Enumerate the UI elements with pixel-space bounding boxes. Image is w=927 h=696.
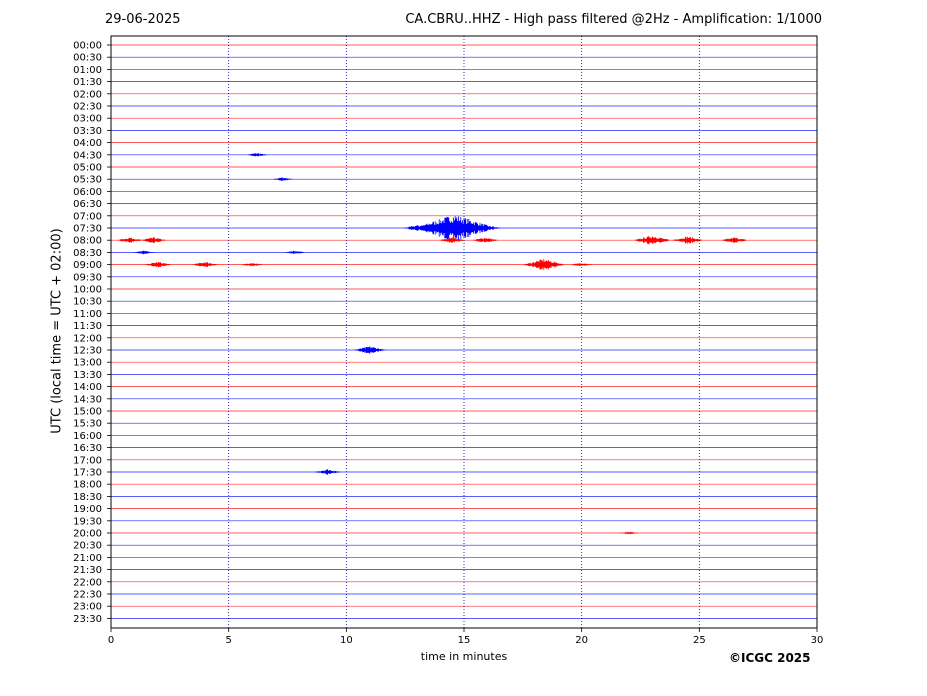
- row-label: 02:30: [73, 102, 102, 113]
- x-axis-label: time in minutes: [420, 650, 508, 663]
- row-label: 00:30: [73, 53, 102, 64]
- row-label: 03:30: [73, 126, 102, 137]
- x-tick-label: 25: [693, 635, 706, 646]
- seismic-event: [314, 469, 341, 475]
- seismic-event: [571, 263, 593, 266]
- x-tick-label: 0: [108, 635, 114, 646]
- row-label: 07:00: [73, 211, 102, 222]
- row-label: 23:00: [73, 602, 102, 613]
- row-label: 08:30: [73, 248, 102, 259]
- row-label: 06:00: [73, 187, 102, 198]
- seismic-event: [246, 153, 268, 157]
- x-tick-label: 5: [225, 635, 231, 646]
- seismic-event: [192, 262, 219, 267]
- row-label: 19:30: [73, 516, 102, 527]
- row-label: 09:00: [73, 260, 102, 271]
- row-label: 05:00: [73, 163, 102, 174]
- row-label: 18:00: [73, 480, 102, 491]
- row-label: 09:30: [73, 272, 102, 283]
- row-label: 13:30: [73, 370, 102, 381]
- row-label: 03:00: [73, 114, 102, 125]
- row-label: 04:30: [73, 150, 102, 161]
- trace-lines: [111, 44, 817, 619]
- row-label: 01:30: [73, 77, 102, 88]
- seismic-event: [474, 225, 501, 231]
- seismic-event: [721, 237, 748, 243]
- seismic-event: [672, 236, 704, 244]
- row-label: 14:30: [73, 394, 102, 405]
- row-label: 18:30: [73, 492, 102, 503]
- seismic-event: [523, 259, 565, 271]
- seismic-event: [116, 237, 144, 243]
- seismic-event: [145, 262, 172, 268]
- row-label: 20:00: [73, 529, 102, 540]
- row-label: 22:30: [73, 590, 102, 601]
- row-label: 13:00: [73, 358, 102, 369]
- date-label: 29-06-2025: [105, 12, 181, 27]
- x-tick-label: 10: [340, 635, 353, 646]
- x-tick-label: 30: [811, 635, 824, 646]
- chart-title: CA.CBRU..HHZ - High pass filtered @2Hz -…: [405, 12, 822, 27]
- row-label: 02:00: [73, 89, 102, 100]
- row-label: 06:30: [73, 199, 102, 210]
- seismic-event: [619, 531, 638, 535]
- row-label: 08:00: [73, 236, 102, 247]
- row-label: 23:30: [73, 614, 102, 625]
- row-label: 07:30: [73, 224, 102, 235]
- row-label: 21:00: [73, 553, 102, 564]
- row-label: 10:30: [73, 297, 102, 308]
- x-axis-ticks: 0 5 10 15 20 25 30: [108, 628, 824, 646]
- seismic-event: [133, 250, 155, 255]
- row-label: 20:30: [73, 541, 102, 552]
- row-label: 11:30: [73, 321, 102, 332]
- row-label: 05:30: [73, 175, 102, 186]
- row-label: 10:00: [73, 285, 102, 296]
- vertical-gridlines: [228, 36, 700, 628]
- seismic-event: [354, 346, 386, 354]
- seismic-event: [634, 236, 671, 245]
- row-label: 21:30: [73, 565, 102, 576]
- y-axis-label: UTC (local time = UTC + 02:00): [49, 228, 65, 434]
- row-label: 15:00: [73, 407, 102, 418]
- row-label: 16:30: [73, 443, 102, 454]
- seismic-event: [284, 250, 306, 254]
- seismic-event: [439, 237, 466, 243]
- row-label: 16:00: [73, 431, 102, 442]
- row-label: 12:30: [73, 346, 102, 357]
- row-label: 01:00: [73, 65, 102, 76]
- seismic-event: [272, 177, 293, 181]
- row-label: 17:30: [73, 468, 102, 479]
- row-label: 04:00: [73, 138, 102, 149]
- copyright-label: ©ICGC 2025: [729, 651, 811, 665]
- seismic-event: [403, 225, 431, 231]
- row-label: 22:00: [73, 577, 102, 588]
- x-tick-label: 20: [575, 635, 588, 646]
- x-tick-label: 15: [458, 635, 471, 646]
- seismic-event: [241, 263, 264, 267]
- row-label: 11:00: [73, 309, 102, 320]
- seismic-event: [472, 238, 499, 243]
- row-label: 19:00: [73, 504, 102, 515]
- row-label: 12:00: [73, 333, 102, 344]
- row-label: 17:00: [73, 455, 102, 466]
- plot-frame: [110, 35, 818, 629]
- row-label: 15:30: [73, 419, 102, 430]
- row-label: 14:00: [73, 382, 102, 393]
- seismic-event: [140, 237, 167, 244]
- row-label: 00:00: [73, 41, 102, 52]
